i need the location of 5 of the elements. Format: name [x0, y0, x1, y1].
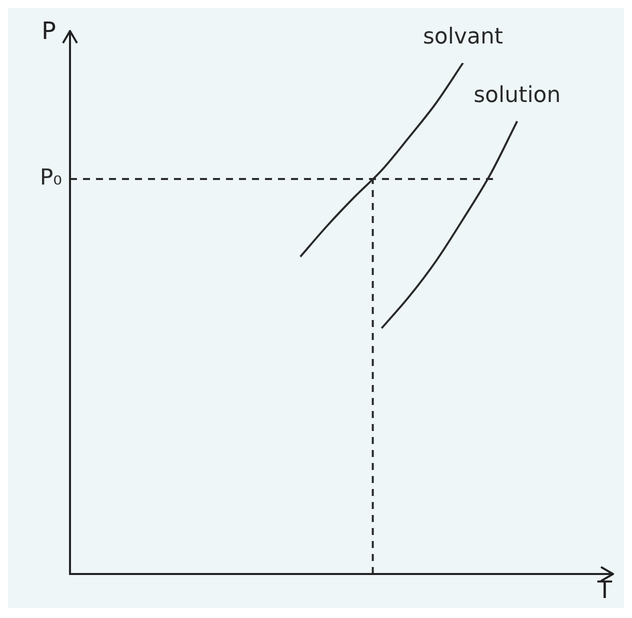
ref-line-label: P₀ [40, 166, 62, 191]
y-axis-title: P [42, 17, 56, 46]
series-label: solution [474, 82, 561, 108]
x-axis-title: T [596, 576, 612, 604]
series-label: solvant [422, 24, 504, 50]
